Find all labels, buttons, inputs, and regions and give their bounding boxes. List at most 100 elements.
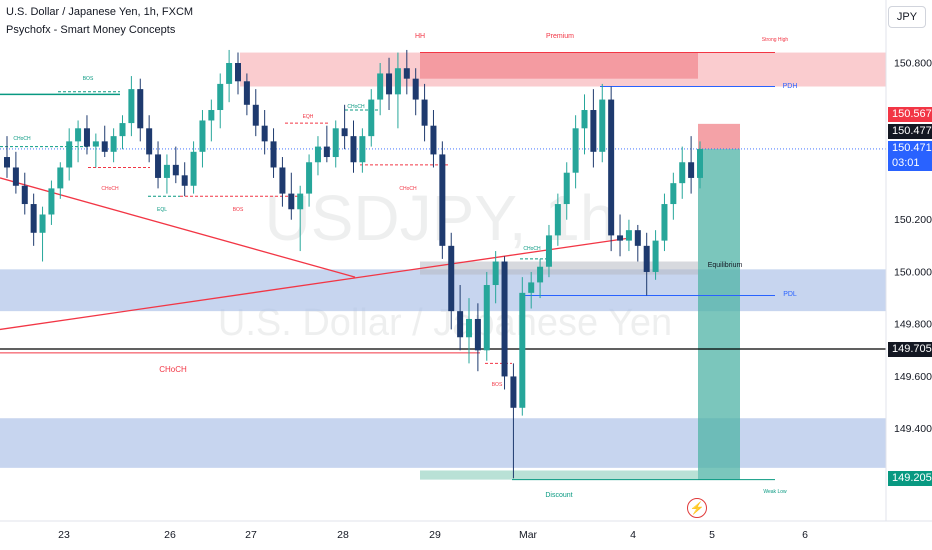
hh-label: HH xyxy=(415,33,425,40)
candle-body xyxy=(412,78,419,100)
candle xyxy=(66,128,73,181)
x-tick-label: 28 xyxy=(337,529,349,541)
candle-body xyxy=(590,110,597,152)
candle-body xyxy=(199,120,206,152)
candle-body xyxy=(341,128,348,137)
candle-body xyxy=(137,89,144,129)
candle xyxy=(563,162,570,220)
candle-body xyxy=(190,151,197,186)
candle xyxy=(323,125,330,163)
candle xyxy=(235,52,241,95)
candle xyxy=(581,94,588,155)
y-tick-label: 150.200 xyxy=(894,214,932,226)
candle-body xyxy=(39,214,46,233)
price-badge-current: 150.471 03:01 xyxy=(888,141,932,171)
candle xyxy=(350,120,357,173)
candle xyxy=(128,76,135,137)
candle-body xyxy=(252,104,259,126)
candle-body xyxy=(688,162,695,178)
candle xyxy=(474,303,481,372)
candle-body xyxy=(83,128,90,147)
candle-body xyxy=(110,136,117,152)
flash-icon[interactable]: ⚡ xyxy=(687,498,707,518)
candle-body xyxy=(155,154,162,178)
candle xyxy=(181,162,188,197)
candle-body xyxy=(377,73,384,100)
candle-body xyxy=(625,230,632,241)
candle xyxy=(652,230,659,280)
bos-label-2: BOS xyxy=(233,207,244,213)
candle xyxy=(679,146,686,199)
candle xyxy=(92,133,99,168)
candle-body xyxy=(608,99,615,236)
candle xyxy=(146,115,153,163)
candle xyxy=(243,73,250,116)
candle xyxy=(341,104,348,150)
candle xyxy=(48,180,55,225)
candle xyxy=(297,185,304,252)
candle-body xyxy=(12,167,19,186)
candle-body xyxy=(75,128,82,142)
candle xyxy=(163,154,170,194)
candle xyxy=(39,206,46,262)
candle-body xyxy=(510,376,517,408)
candle-body xyxy=(92,141,99,147)
choch-label-3: CHoCH xyxy=(347,104,365,110)
candle-body xyxy=(652,240,659,272)
choch-label-4: CHoCH xyxy=(399,186,417,192)
candle xyxy=(75,120,82,163)
x-tick-label: 23 xyxy=(58,529,70,541)
candle-body xyxy=(208,110,215,121)
weak-low-label: Weak Low xyxy=(763,489,787,495)
candle-body xyxy=(101,141,108,152)
x-tick-label: 26 xyxy=(164,529,176,541)
zone-equilibrium xyxy=(420,261,698,275)
candle-body xyxy=(492,261,499,286)
candle-body xyxy=(314,146,321,163)
candle-body xyxy=(697,148,703,178)
candle xyxy=(617,214,624,257)
candle xyxy=(492,251,499,304)
candle-body xyxy=(483,285,490,351)
candle-body xyxy=(21,185,28,205)
candle xyxy=(332,120,339,168)
candle-body xyxy=(617,235,624,241)
indicator-name[interactable]: Psychofx - Smart Money Concepts xyxy=(6,24,176,36)
candle xyxy=(590,89,597,168)
y-tick-label: 149.400 xyxy=(894,423,932,435)
discount-label: Discount xyxy=(545,492,572,499)
candle xyxy=(386,57,393,111)
candle xyxy=(288,172,295,220)
x-tick-label: 29 xyxy=(429,529,441,541)
zone-premium-inner xyxy=(420,52,698,79)
candle xyxy=(21,172,28,215)
choch-label-1: CHoCH xyxy=(13,136,31,142)
choch-label-2: CHoCH xyxy=(101,186,119,192)
candle xyxy=(448,232,455,330)
candle xyxy=(199,110,206,168)
candle xyxy=(57,162,64,199)
zone-discount-demand xyxy=(0,418,886,468)
candle-body xyxy=(279,167,286,194)
x-tick-label: Mar xyxy=(519,529,538,541)
candle xyxy=(101,125,108,158)
candle-body xyxy=(403,68,410,79)
candle xyxy=(137,78,144,142)
candle xyxy=(457,285,464,351)
candle xyxy=(4,136,10,178)
zone-demand xyxy=(0,269,886,312)
candle-body xyxy=(679,162,686,184)
candle xyxy=(554,193,561,246)
candle-body xyxy=(599,99,606,152)
candle-body xyxy=(66,141,73,168)
candle xyxy=(537,258,544,299)
candle xyxy=(208,99,215,142)
candle-body xyxy=(448,245,455,312)
trendline-up xyxy=(0,237,631,331)
choch-main-label: CHoCH xyxy=(159,365,187,374)
symbol-title[interactable]: U.S. Dollar / Japanese Yen, 1h, FXCM xyxy=(6,6,194,18)
currency-button[interactable]: JPY xyxy=(888,6,926,28)
candle-body xyxy=(288,193,295,210)
